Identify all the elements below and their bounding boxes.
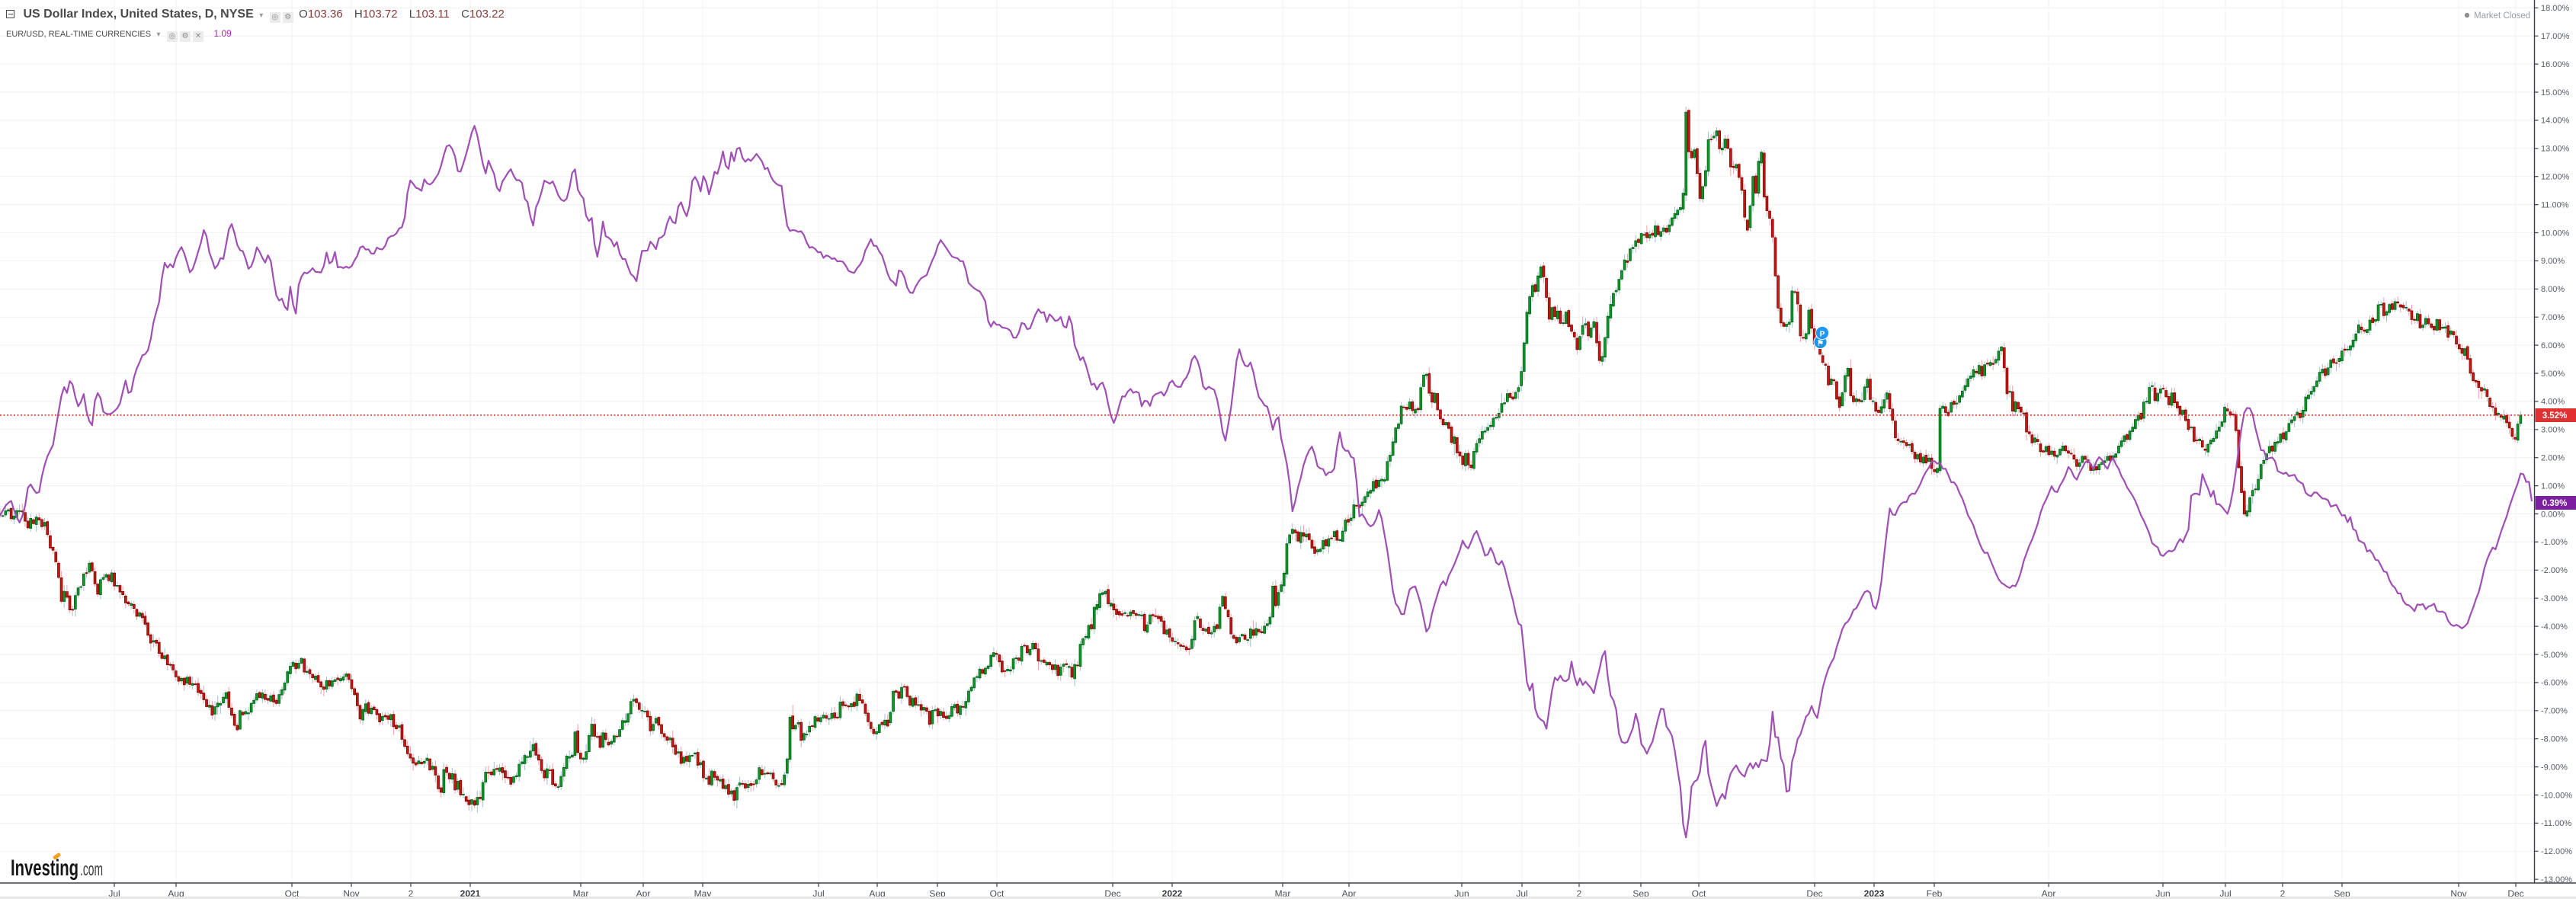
svg-text:-3.00%: -3.00%: [2541, 594, 2568, 603]
svg-text:9.00%: 9.00%: [2541, 257, 2565, 266]
svg-text:-6.00%: -6.00%: [2541, 679, 2568, 688]
svg-text:Market Closed: Market Closed: [2474, 11, 2530, 21]
svg-text:7.00%: 7.00%: [2541, 313, 2565, 322]
svg-text:1.00%: 1.00%: [2541, 481, 2565, 491]
svg-text:-8.00%: -8.00%: [2541, 735, 2568, 744]
svg-text:13.00%: 13.00%: [2541, 145, 2570, 154]
svg-text:-10.00%: -10.00%: [2541, 791, 2572, 800]
svg-text:Investing: Investing: [11, 856, 78, 881]
svg-text:18.00%: 18.00%: [2541, 4, 2570, 13]
svg-text:-9.00%: -9.00%: [2541, 763, 2568, 772]
svg-text:0.39%: 0.39%: [2542, 499, 2568, 508]
svg-text:12.00%: 12.00%: [2541, 173, 2570, 182]
svg-text:5.00%: 5.00%: [2541, 370, 2565, 379]
svg-text:2: 2: [1577, 888, 1582, 899]
svg-text:-11.00%: -11.00%: [2541, 819, 2571, 828]
svg-text:14.00%: 14.00%: [2541, 117, 2570, 126]
svg-text:2: 2: [409, 888, 414, 899]
svg-text:11.00%: 11.00%: [2541, 200, 2569, 210]
svg-text:2: 2: [2280, 888, 2286, 899]
svg-text:0.00%: 0.00%: [2541, 510, 2565, 519]
svg-text:-4.00%: -4.00%: [2541, 622, 2568, 632]
svg-text:.com: .com: [80, 859, 103, 880]
svg-text:-2.00%: -2.00%: [2541, 566, 2568, 575]
svg-text:-5.00%: -5.00%: [2541, 651, 2568, 660]
svg-text:17.00%: 17.00%: [2541, 32, 2570, 41]
svg-text:-7.00%: -7.00%: [2541, 707, 2568, 716]
svg-text:8.00%: 8.00%: [2541, 285, 2565, 294]
svg-text:6.00%: 6.00%: [2541, 341, 2565, 350]
svg-text:-1.00%: -1.00%: [2541, 538, 2568, 547]
svg-text:4.00%: 4.00%: [2541, 398, 2565, 407]
svg-text:-13.00%: -13.00%: [2541, 875, 2572, 885]
svg-text:3.52%: 3.52%: [2542, 411, 2568, 421]
svg-text:16.00%: 16.00%: [2541, 60, 2570, 69]
svg-text:3.00%: 3.00%: [2541, 426, 2565, 435]
svg-text:-12.00%: -12.00%: [2541, 847, 2572, 856]
svg-text:15.00%: 15.00%: [2541, 88, 2570, 98]
svg-text:P: P: [1820, 331, 1825, 339]
svg-text:10.00%: 10.00%: [2541, 229, 2570, 238]
svg-text:⚑: ⚑: [1817, 340, 1824, 348]
svg-text:2.00%: 2.00%: [2541, 454, 2565, 463]
